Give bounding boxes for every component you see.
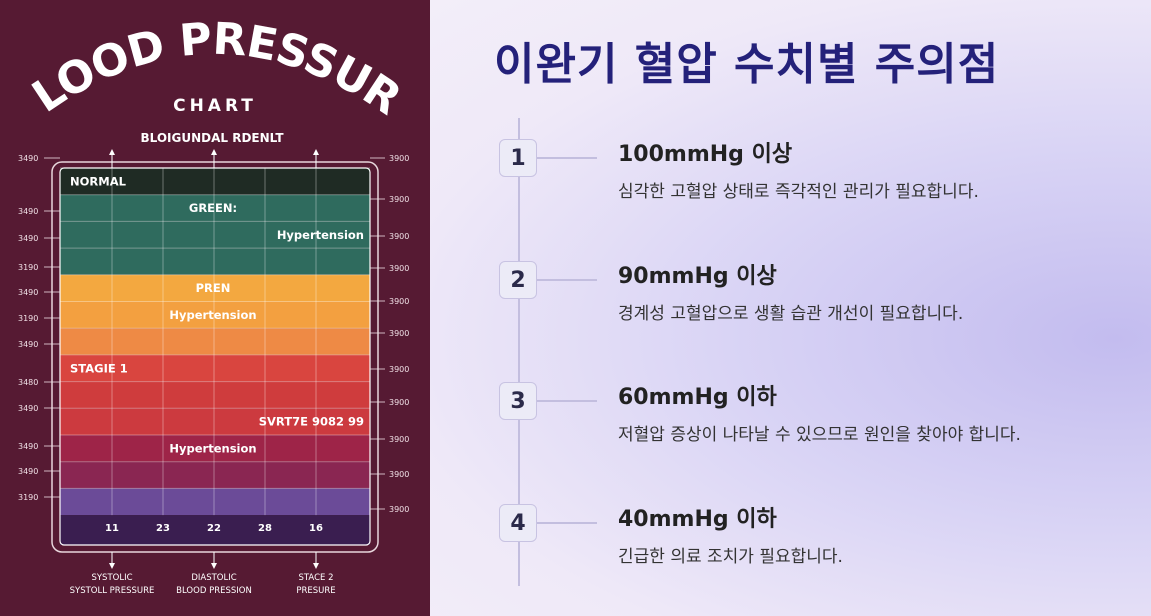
chart-row: [60, 488, 370, 516]
chart-row: [60, 354, 370, 382]
right-axis-label: 3900: [389, 232, 409, 241]
chart-row: [60, 221, 370, 249]
left-axis-label: 3490: [18, 234, 38, 243]
page-title: 이완기 혈압 수치별 주의점: [494, 39, 1000, 90]
item-number: 1: [499, 139, 537, 177]
item-heading: 100mmHg 이상: [618, 142, 793, 167]
x-number: 22: [207, 523, 221, 534]
row-label: PREN: [196, 281, 231, 295]
left-axis-label: 3190: [18, 314, 38, 323]
chart-row: [60, 435, 370, 462]
x-number: 28: [258, 523, 272, 534]
right-axis-label: 3900: [389, 398, 409, 407]
left-axis-label: 3490: [18, 207, 38, 216]
row-label: SVRT7E 9082 99: [259, 415, 364, 429]
bottom-label: DIASTOLIC: [191, 573, 236, 583]
row-label: Hypertension: [277, 228, 364, 242]
right-axis-label: 3900: [389, 329, 409, 338]
item-heading: 40mmHg 이하: [618, 506, 777, 532]
connector: [537, 278, 597, 281]
left-axis-label: 3190: [18, 493, 38, 502]
chart-grid: NORMAL GREEN: Hypertension PREN Hypertension…: [18, 149, 409, 596]
item-heading: 90mmHg 이상: [618, 263, 777, 289]
x-number: 16: [309, 523, 323, 534]
right-axis-label: 3900: [389, 297, 409, 306]
chart-frame: [51, 161, 379, 553]
row-label: NORMAL: [70, 174, 127, 188]
chart-row: [60, 381, 370, 409]
item-number: 3: [499, 382, 537, 420]
item-description: 심각한 고혈압 상태로 즉각적인 관리가 필요합니다.: [618, 182, 979, 202]
chart-image: BLOOD PRESSURE CHART BLOIGUNDAL RDENLT N…: [0, 0, 430, 616]
arrow-head: [109, 563, 115, 569]
left-axis-label: 3490: [18, 288, 38, 297]
left-axis-label: 3490: [18, 467, 38, 476]
left-axis-label: 3490: [18, 340, 38, 349]
chart-row: [60, 328, 370, 355]
connector: [537, 400, 597, 402]
right-axis-label: 3900: [389, 154, 409, 163]
connector: [537, 521, 597, 524]
chart-row: [60, 194, 370, 222]
x-number: 23: [156, 523, 170, 534]
row-label: STAGIE 1: [70, 361, 128, 375]
bp-chart: BLOOD PRESSURE CHART BLOIGUNDAL RDENLT N…: [0, 0, 410, 596]
arrow-head: [211, 563, 217, 569]
left-axis-label: 3490: [18, 442, 38, 451]
chart-row: [60, 408, 370, 435]
chart-subtitle: CHART: [173, 96, 257, 116]
row-label: GREEN:: [189, 201, 237, 215]
right-axis-label: 3900: [389, 470, 409, 479]
connector: [537, 157, 597, 159]
arrow-head: [313, 149, 319, 155]
item-heading: 60mmHg 이하: [618, 385, 777, 410]
item-description: 경계성 고혈압으로 생활 습관 개선이 필요합니다.: [618, 303, 964, 324]
left-axis-label: 3190: [18, 263, 38, 272]
right-axis-label: 3900: [389, 264, 409, 273]
right-axis-label: 3900: [389, 505, 409, 514]
right-axis-label: 3900: [389, 435, 409, 444]
row-label: Hypertension: [169, 441, 256, 455]
bottom-label: PRESURE: [296, 586, 335, 596]
left-axis-label: 3480: [18, 378, 38, 387]
chart-row: [60, 301, 370, 329]
chart-row: [60, 248, 370, 275]
bottom-label: SYSTOLL PRESSURE: [70, 586, 155, 596]
left-axis-label: 3490: [18, 154, 38, 163]
chart-caption: BLOIGUNDAL RDENLT: [140, 131, 284, 145]
chart-footer: [60, 515, 370, 545]
chart-row: [60, 168, 370, 195]
arrow-head: [313, 563, 319, 569]
chart-row: [60, 461, 370, 489]
chart-border: [59, 167, 371, 546]
item-number: 4: [499, 503, 537, 542]
right-axis-label: 3900: [389, 365, 409, 374]
bottom-label: SYSTOLIC: [91, 573, 132, 583]
row-label: Hypertension: [169, 308, 256, 322]
x-number: 11: [105, 523, 119, 534]
chart-row: [60, 274, 370, 302]
bottom-label: BLOOD PRESSION: [176, 586, 252, 596]
arrow-head: [211, 149, 217, 155]
item-number: 2: [499, 260, 537, 299]
item-description: 긴급한 의료 조치가 필요합니다.: [618, 546, 843, 567]
arrow-head: [109, 149, 115, 155]
right-axis-label: 3900: [389, 195, 409, 204]
timeline: [518, 118, 520, 586]
left-axis-label: 3490: [18, 404, 38, 413]
bottom-label: STACE 2: [298, 573, 333, 583]
item-description: 저혈압 증상이 나타날 수 있으므로 원인을 찾아야 합니다.: [618, 425, 1021, 445]
